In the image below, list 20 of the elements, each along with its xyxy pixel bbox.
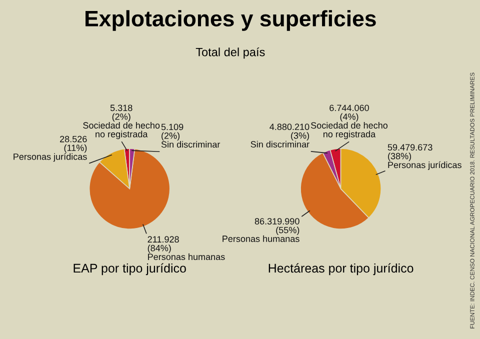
text: Hectáreas por tipo jurídico	[268, 263, 414, 276]
text: EAP por tipo jurídico	[74, 263, 186, 276]
data-label: 5.318 (2%)	[110, 104, 132, 122]
data-label: 28.526 (11%)	[60, 136, 87, 153]
data-label: 5.109 (2%)	[161, 124, 184, 141]
data-label: 211.928 (84%)	[148, 236, 179, 254]
slice-label: Personas humanas	[148, 253, 225, 260]
data-label: 6.744.060 (4%)	[330, 104, 369, 122]
pie-slice	[88, 148, 170, 230]
slice-label: Personas jurídicas	[388, 161, 462, 170]
slice-label: Sin discriminar	[161, 141, 220, 148]
slice-label: Sociedad de hecho no registrada	[311, 122, 388, 140]
slice-label: Sin discriminar	[250, 140, 310, 148]
slice-label: Personas jurídicas	[14, 153, 87, 162]
slice-label: Personas humanas	[222, 235, 300, 242]
data-label: 59.479.673 (38%)	[388, 144, 432, 162]
data-label: 86.319.990 (55%)	[254, 218, 300, 236]
data-label: 4.880.210 (3%)	[270, 124, 310, 141]
chart-subtitle: Total del país	[196, 47, 265, 59]
chart-title: Explotaciones y superficies	[86, 10, 376, 31]
